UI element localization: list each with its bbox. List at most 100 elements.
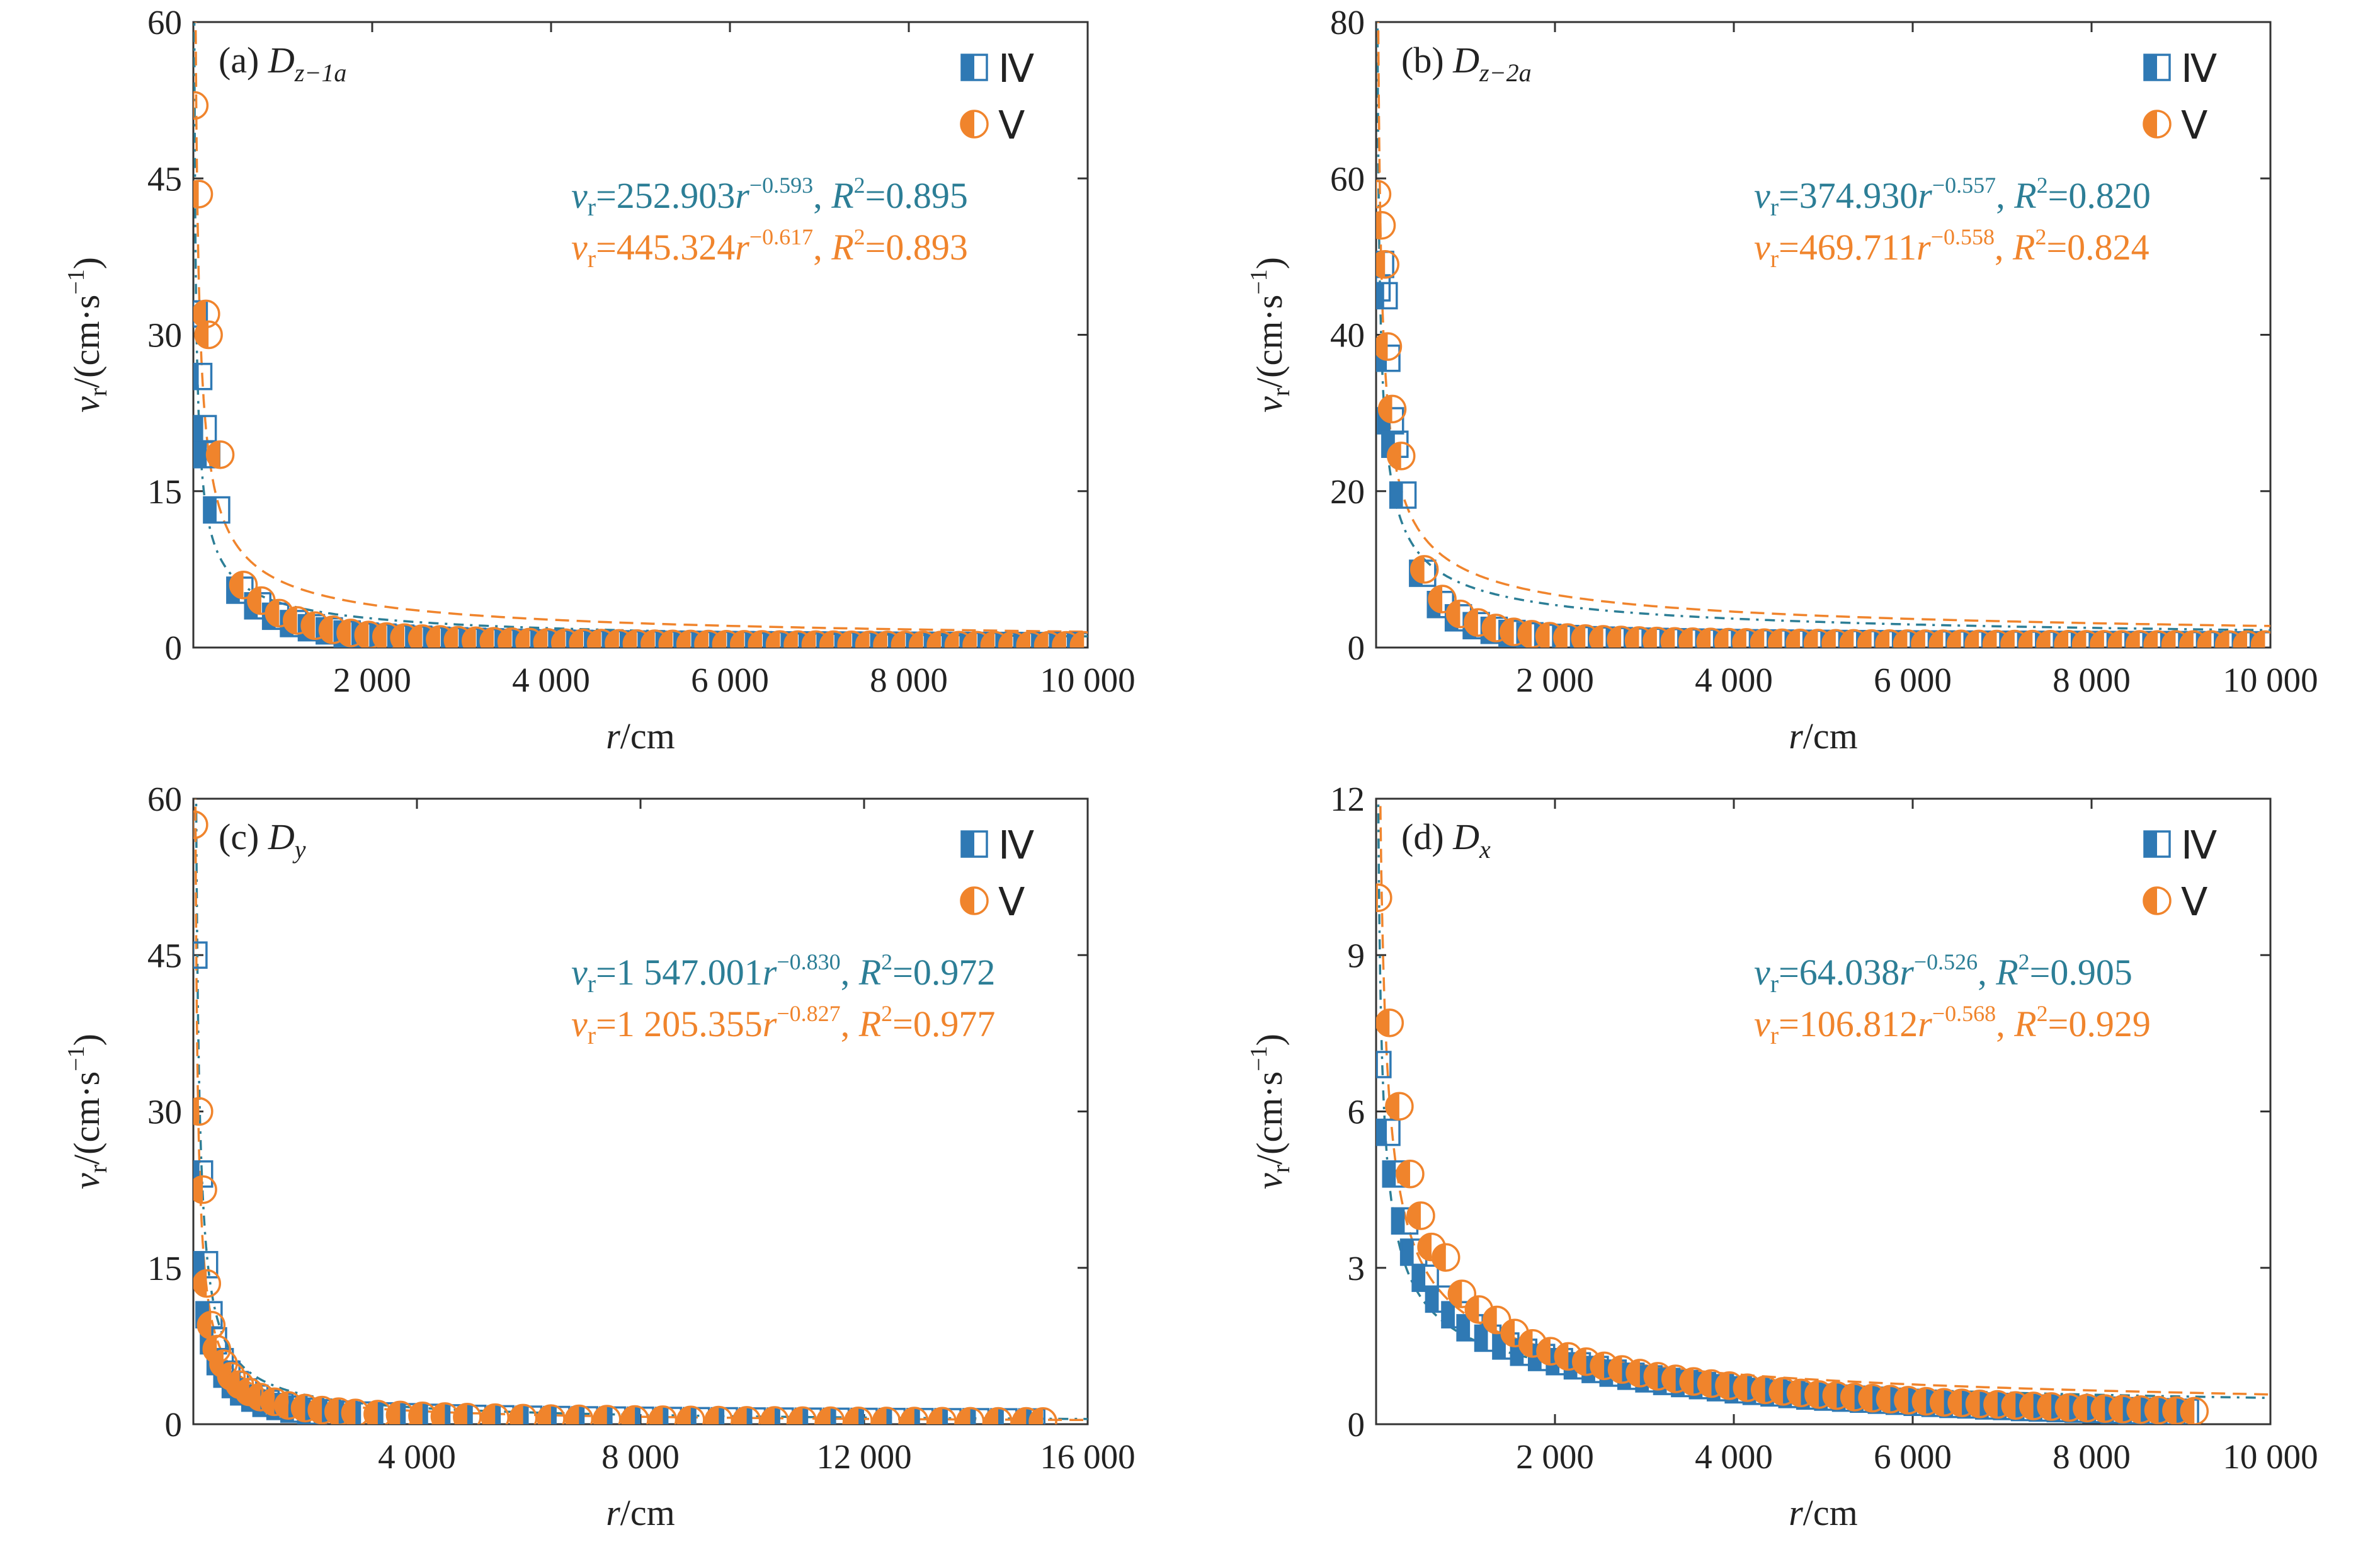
data-point (453, 1403, 482, 1424)
data-point (1376, 332, 1403, 361)
x-tick-label: 4 000 (1695, 661, 1773, 699)
data-point (193, 362, 213, 391)
legend-marker-v (2143, 886, 2172, 915)
data-point (1377, 394, 1407, 424)
plot-area (1376, 799, 2270, 1424)
data-point (760, 1406, 789, 1424)
x-tick-label: 4 000 (1695, 1437, 1773, 1476)
series-v (193, 810, 1057, 1424)
fit-equation-iv: vr=374.930r−0.557, R2=0.820 (1754, 173, 2151, 221)
y-tick-label: 0 (1348, 629, 1365, 667)
data-point (193, 1175, 217, 1204)
data-point (508, 1403, 538, 1424)
data-point (648, 1405, 678, 1424)
legend-label-iv: Ⅳ (2181, 825, 2217, 867)
y-tick-label: 9 (1348, 936, 1365, 974)
data-point (816, 1406, 845, 1424)
x-tick-label: 10 000 (1040, 661, 1135, 699)
legend-marker-v (960, 110, 989, 139)
y-tick-label: 60 (147, 780, 182, 818)
y-tick-label: 40 (1330, 316, 1365, 355)
data-point (704, 1405, 733, 1424)
x-tick-label: 2 000 (333, 661, 411, 699)
x-tick-label: 2 000 (1516, 661, 1594, 699)
panel-label: (d) Dx (1401, 816, 1491, 864)
data-point (537, 1404, 566, 1424)
series-iv (1376, 1051, 2199, 1424)
y-tick-label: 20 (1330, 472, 1365, 511)
data-point (676, 1405, 705, 1424)
data-point (620, 1405, 649, 1424)
fit-equation-iv: vr=252.903r−0.593, R2=0.895 (571, 173, 968, 221)
legend-label-iv: Ⅳ (998, 825, 1034, 867)
data-point (1376, 1008, 1404, 1037)
series-v (1376, 883, 2209, 1424)
x-tick-label: 8 000 (2053, 661, 2131, 699)
y-tick-label: 45 (147, 159, 182, 198)
data-point (193, 941, 208, 969)
chart-panel-b: 2 000 4 000 6 000 8 000 10 000 0 20 40 60 80 r/cm v… (1246, 3, 2318, 757)
data-point (193, 810, 208, 840)
data-point (1406, 1201, 1435, 1230)
legend-marker-v (2143, 110, 2172, 139)
fit-curve-v (1377, 22, 2270, 627)
legend: ⅣⅤ (2143, 825, 2217, 924)
legend-marker-iv (2143, 830, 2171, 858)
x-axis-title: r/cm (1789, 716, 1858, 757)
x-axis-title: r/cm (606, 1492, 675, 1533)
fit-equation-v: vr=106.812r−0.568, R2=0.929 (1754, 1001, 2151, 1049)
data-point (193, 180, 214, 208)
x-tick-label: 4 000 (378, 1437, 456, 1476)
x-tick-label: 8 000 (601, 1437, 680, 1476)
data-point (193, 414, 217, 443)
legend-marker-iv (960, 54, 988, 81)
fit-curve-iv (1376, 22, 2270, 632)
fit-equation-v: vr=445.324r−0.617, R2=0.893 (571, 224, 968, 273)
data-point (1376, 210, 1396, 240)
data-point (193, 91, 209, 120)
data-point (193, 1097, 214, 1126)
y-axis-title: vr/(cm·s−1) (63, 257, 112, 413)
fit-curve-v (194, 22, 1088, 633)
plot-area (1376, 22, 2270, 648)
data-point (788, 1406, 817, 1424)
y-tick-label: 3 (1348, 1249, 1365, 1288)
series-v (1376, 180, 2270, 648)
plot-area (193, 22, 1088, 648)
plot-frame (1375, 21, 2272, 649)
data-point (900, 1407, 929, 1424)
legend: ⅣⅤ (960, 48, 1034, 147)
legend-label-iv: Ⅳ (998, 48, 1034, 91)
legend-marker-iv (2143, 54, 2171, 81)
y-tick-label: 80 (1330, 3, 1365, 42)
x-tick-label: 6 000 (1874, 1437, 1952, 1476)
fit-equation-iv: vr=64.038r−0.526, R2=0.905 (1754, 949, 2132, 998)
y-tick-label: 60 (147, 3, 182, 42)
panel-label: (a) Dz−1a (219, 40, 346, 87)
legend-marker-iv (960, 830, 988, 858)
data-point (564, 1404, 594, 1424)
y-tick-label: 45 (147, 936, 182, 974)
data-point (1409, 555, 1439, 584)
data-point (1069, 631, 1088, 648)
data-point (1376, 250, 1399, 279)
legend-label-v: Ⅴ (2181, 881, 2207, 924)
fit-equation-v: vr=469.711r−0.558, R2=0.824 (1754, 224, 2149, 273)
y-tick-label: 0 (165, 1405, 183, 1444)
data-point (872, 1407, 901, 1424)
x-tick-label: 16 000 (1040, 1437, 1135, 1476)
y-tick-label: 12 (1330, 780, 1365, 818)
y-tick-label: 0 (1348, 1405, 1365, 1444)
legend-label-v: Ⅴ (998, 881, 1025, 924)
data-point (1376, 883, 1392, 912)
plot-area (193, 799, 1088, 1424)
y-tick-label: 6 (1348, 1093, 1365, 1131)
data-point (193, 1269, 222, 1298)
chart-panel-c: 4 000 8 000 12 000 16 000 0 15 30 45 60 r/cm vr/(c… (63, 780, 1136, 1533)
data-point (205, 440, 235, 469)
legend-label-iv: Ⅳ (2181, 48, 2217, 91)
panel-label: (c) Dy (219, 816, 306, 864)
x-axis-title: r/cm (1789, 1492, 1858, 1533)
y-axis-title: vr/(cm·s−1) (1246, 257, 1295, 413)
